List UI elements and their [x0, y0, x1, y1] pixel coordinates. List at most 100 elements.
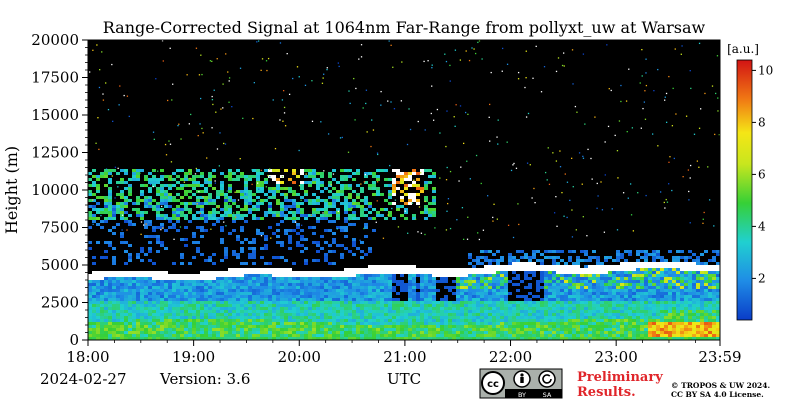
heatmap-cell	[580, 313, 584, 316]
heatmap-cell	[640, 301, 644, 304]
heatmap-cell	[332, 211, 336, 214]
heatmap-cell	[624, 295, 628, 298]
heatmap-cell	[168, 220, 172, 223]
heatmap-cell	[224, 205, 228, 208]
heatmap-cell	[220, 181, 224, 184]
heatmap-cell	[628, 250, 632, 253]
heatmap-cell	[216, 217, 220, 220]
heatmap-cell	[552, 295, 556, 298]
heatmap-cell	[488, 289, 492, 292]
heatmap-cell	[372, 319, 376, 322]
heatmap-cell	[244, 208, 248, 211]
heatmap-cell	[460, 310, 464, 313]
heatmap-cell	[432, 325, 436, 328]
heatmap-cell	[356, 169, 360, 172]
heatmap-cell	[300, 283, 304, 286]
heatmap-cell	[364, 280, 368, 283]
heatmap-cell	[404, 304, 408, 307]
heatmap-cell	[156, 295, 160, 298]
heatmap-cell	[184, 205, 188, 208]
heatmap-cell	[368, 277, 372, 280]
heatmap-cell	[300, 313, 304, 316]
heatmap-cell	[644, 295, 648, 298]
heatmap-cell	[316, 271, 320, 274]
heatmap-cell	[560, 313, 564, 316]
heatmap-cell	[292, 289, 296, 292]
heatmap-cell	[612, 274, 616, 277]
heatmap-cell	[572, 277, 576, 280]
heatmap-cell	[656, 298, 660, 301]
heatmap-cell	[252, 316, 256, 319]
heatmap-cell	[540, 313, 544, 316]
heatmap-cell	[108, 331, 112, 334]
heatmap-cell	[480, 337, 484, 340]
heatmap-cell	[340, 169, 344, 172]
heatmap-cell	[244, 262, 248, 265]
heatmap-cell	[536, 325, 540, 328]
heatmap-cell	[96, 175, 100, 178]
heatmap-cell	[348, 331, 352, 334]
heatmap-cell	[260, 277, 264, 280]
heatmap-cell	[148, 289, 152, 292]
heatmap-cell	[204, 322, 208, 325]
heatmap-cell	[292, 337, 296, 340]
heatmap-cell	[364, 331, 368, 334]
heatmap-cell	[320, 316, 324, 319]
heatmap-cell	[264, 235, 268, 238]
heatmap-cell	[544, 283, 548, 286]
heatmap-cell	[136, 313, 140, 316]
heatmap-cell	[124, 310, 128, 313]
heatmap-cell	[680, 337, 684, 340]
heatmap-cell	[424, 205, 428, 208]
heatmap-cell	[628, 337, 632, 340]
heatmap-cell	[244, 322, 248, 325]
heatmap-cell	[424, 289, 428, 292]
heatmap-cell	[164, 283, 168, 286]
heatmap-cell	[540, 265, 544, 268]
heatmap-cell	[88, 286, 92, 289]
heatmap-cell	[128, 316, 132, 319]
heatmap-cell	[300, 229, 304, 232]
heatmap-cell	[400, 328, 404, 331]
heatmap-cell	[132, 337, 136, 340]
heatmap-cell	[228, 196, 232, 199]
heatmap-cell	[460, 304, 464, 307]
heatmap-cell	[188, 202, 192, 205]
heatmap-cell	[344, 268, 348, 271]
heatmap-cell	[544, 271, 548, 274]
heatmap-cell	[176, 295, 180, 298]
heatmap-cell	[428, 208, 432, 211]
heatmap-cell	[272, 307, 276, 310]
heatmap-cell	[632, 331, 636, 334]
heatmap-cell	[476, 262, 480, 265]
heatmap-cell	[276, 181, 280, 184]
heatmap-cell	[596, 334, 600, 337]
heatmap-cell	[484, 292, 488, 295]
heatmap-cell	[676, 286, 680, 289]
heatmap-cell	[632, 283, 636, 286]
heatmap-cell	[392, 337, 396, 340]
heatmap-cell	[268, 301, 272, 304]
heatmap-cell	[240, 274, 244, 277]
heatmap-cell	[300, 211, 304, 214]
heatmap-cell	[140, 292, 144, 295]
heatmap-cell	[716, 271, 720, 274]
heatmap-cell	[212, 289, 216, 292]
heatmap-cell	[708, 331, 712, 334]
heatmap-cell	[256, 292, 260, 295]
heatmap-cell	[292, 304, 296, 307]
heatmap-cell	[404, 325, 408, 328]
heatmap-cell	[256, 184, 260, 187]
heatmap-cell	[512, 301, 516, 304]
heatmap-cell	[244, 286, 248, 289]
heatmap-cell	[668, 295, 672, 298]
heatmap-cell	[468, 319, 472, 322]
noise-speckle	[270, 177, 272, 179]
heatmap-cell	[508, 307, 512, 310]
heatmap-cell	[408, 178, 412, 181]
heatmap-cell	[508, 253, 512, 256]
heatmap-cell	[688, 310, 692, 313]
heatmap-cell	[296, 316, 300, 319]
heatmap-cell	[580, 322, 584, 325]
heatmap-cell	[572, 316, 576, 319]
